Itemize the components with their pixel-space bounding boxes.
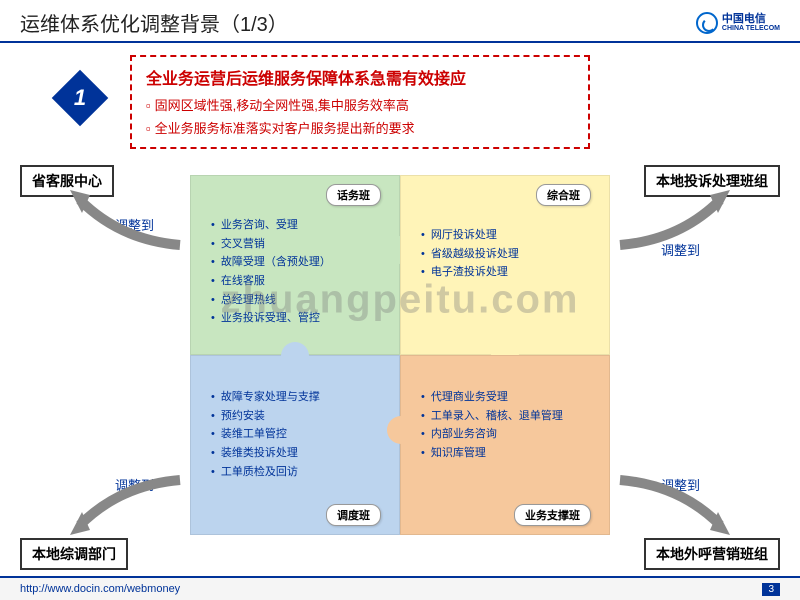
slide-header: 运维体系优化调整背景（1/3） 中国电信 CHINA TELECOM [0, 0, 800, 43]
corner-box-bl: 本地综调部门 [20, 538, 128, 570]
brand-logo: 中国电信 CHINA TELECOM [696, 12, 780, 34]
brand-en: CHINA TELECOM [722, 25, 780, 33]
brand-cn: 中国电信 [722, 13, 766, 25]
list-item: 代理商业务受理 [421, 388, 599, 407]
piece-badge: 综合班 [536, 184, 591, 206]
piece-list: 网厅投诉处理 省级越级投诉处理 电子渣投诉处理 [411, 226, 599, 282]
arrow-icon [60, 470, 190, 540]
list-item: 总经理热线 [211, 291, 389, 310]
list-item: 网厅投诉处理 [421, 226, 599, 245]
list-item: 业务投诉受理、管控 [211, 309, 389, 328]
slide-title: 运维体系优化调整背景（1/3） [20, 8, 288, 37]
piece-list: 故障专家处理与支撑 预约安装 装维工单管控 装维类投诉处理 工单质检及回访 [201, 388, 389, 481]
step-diamond: 1 [52, 70, 109, 127]
footer-link[interactable]: http://www.docin.com/webmoney [20, 583, 180, 595]
puzzle-diagram: 话务班 业务咨询、受理 交叉营销 故障受理（含预处理） 在线客服 总经理热线 业… [190, 175, 610, 535]
puzzle-piece-tl: 话务班 业务咨询、受理 交叉营销 故障受理（含预处理） 在线客服 总经理热线 业… [190, 175, 400, 355]
piece-list: 业务咨询、受理 交叉营销 故障受理（含预处理） 在线客服 总经理热线 业务投诉受… [201, 216, 389, 328]
highlight-heading: 全业务运营后运维服务保障体系急需有效接应 [146, 65, 574, 89]
piece-badge: 调度班 [326, 504, 381, 526]
slide-footer: http://www.docin.com/webmoney 3 [0, 576, 800, 600]
highlight-box: 全业务运营后运维服务保障体系急需有效接应 固网区域性强,移动全网性强,集中服务效… [130, 55, 590, 149]
puzzle-piece-bl: 调度班 故障专家处理与支撑 预约安装 装维工单管控 装维类投诉处理 工单质检及回… [190, 355, 400, 535]
list-item: 交叉营销 [211, 235, 389, 254]
list-item: 内部业务咨询 [421, 425, 599, 444]
piece-badge: 业务支撑班 [514, 504, 591, 526]
telecom-logo-icon [696, 12, 718, 34]
list-item: 电子渣投诉处理 [421, 263, 599, 282]
puzzle-piece-tr: 综合班 网厅投诉处理 省级越级投诉处理 电子渣投诉处理 [400, 175, 610, 355]
corner-box-br: 本地外呼营销班组 [644, 538, 780, 570]
puzzle-knob-icon [387, 416, 415, 444]
list-item: 工单质检及回访 [211, 463, 389, 482]
list-item: 省级越级投诉处理 [421, 245, 599, 264]
puzzle-piece-br: 业务支撑班 代理商业务受理 工单录入、稽核、退单管理 内部业务咨询 知识库管理 [400, 355, 610, 535]
highlight-line: 全业务服务标准落实对客户服务提出新的要求 [146, 118, 574, 137]
list-item: 故障专家处理与支撑 [211, 388, 389, 407]
list-item: 故障受理（含预处理） [211, 253, 389, 272]
piece-badge: 话务班 [326, 184, 381, 206]
list-item: 业务咨询、受理 [211, 216, 389, 235]
piece-list: 代理商业务受理 工单录入、稽核、退单管理 内部业务咨询 知识库管理 [411, 388, 599, 463]
list-item: 装维工单管控 [211, 425, 389, 444]
highlight-line: 固网区域性强,移动全网性强,集中服务效率高 [146, 95, 574, 114]
arrow-icon [610, 470, 740, 540]
list-item: 知识库管理 [421, 444, 599, 463]
page-number: 3 [762, 583, 780, 596]
arrow-icon [60, 185, 190, 255]
step-number: 1 [60, 78, 100, 118]
brand-text: 中国电信 CHINA TELECOM [722, 13, 780, 33]
list-item: 工单录入、稽核、退单管理 [421, 407, 599, 426]
list-item: 在线客服 [211, 272, 389, 291]
puzzle-knob-icon [281, 342, 309, 370]
list-item: 预约安装 [211, 407, 389, 426]
list-item: 装维类投诉处理 [211, 444, 389, 463]
arrow-icon [610, 185, 740, 255]
